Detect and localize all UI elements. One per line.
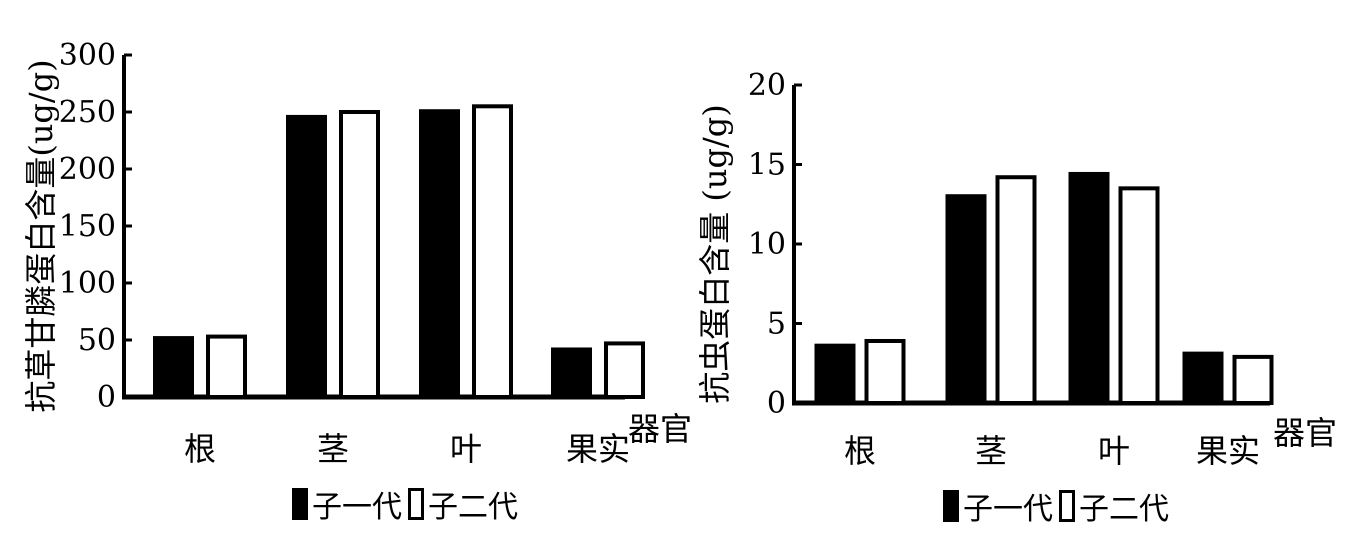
y-tick-label: 50 bbox=[78, 323, 116, 358]
y-tick-label: 5 bbox=[767, 307, 786, 342]
bar-f2 bbox=[864, 338, 906, 405]
bar-f2 bbox=[995, 175, 1037, 405]
legend-right: 子一代 子二代 bbox=[943, 484, 1175, 528]
x-axis-title: 器官 bbox=[628, 410, 692, 448]
bar-f1 bbox=[419, 109, 460, 398]
x-category-label: 茎 bbox=[317, 430, 349, 468]
y-tick-label: 10 bbox=[748, 227, 786, 262]
legend-label-f2: 子二代 bbox=[1079, 492, 1169, 527]
y-axis-title: 抗虫蛋白含量 (ug/g) bbox=[696, 104, 734, 404]
y-tick-label: 300 bbox=[59, 38, 116, 73]
legend-swatch-solid bbox=[292, 488, 308, 520]
chart-insect-resistance: 0 5 10 15 20 抗虫蛋白含量 (ug/g) 根 茎 叶 果实 器官 bbox=[696, 68, 1337, 470]
y-tick-label: 100 bbox=[59, 266, 116, 301]
y-tick-label: 250 bbox=[59, 95, 116, 130]
x-category-label: 叶 bbox=[450, 430, 482, 468]
x-category-label: 果实 bbox=[566, 430, 630, 468]
bar-f2 bbox=[206, 334, 247, 399]
x-category-label: 根 bbox=[184, 430, 216, 468]
legend-label-f1: 子一代 bbox=[312, 490, 402, 525]
bar-f2 bbox=[472, 104, 513, 400]
bar-f2 bbox=[1118, 186, 1160, 405]
legend-entry-f1: 子一代 bbox=[292, 482, 402, 526]
y-tick-label: 150 bbox=[59, 209, 116, 244]
bar-f1 bbox=[153, 336, 194, 398]
legend-entry-f2: 子二代 bbox=[408, 482, 518, 526]
bar-f2 bbox=[1232, 354, 1274, 406]
y-tick-label: 20 bbox=[748, 68, 786, 103]
bar-f1 bbox=[286, 114, 327, 398]
y-tick-label: 0 bbox=[767, 386, 786, 421]
bar-f1 bbox=[1182, 351, 1224, 404]
legend-swatch-solid bbox=[943, 490, 959, 522]
legend-entry-f2: 子二代 bbox=[1059, 484, 1169, 528]
x-category-label: 果实 bbox=[1196, 432, 1260, 470]
bar-f2 bbox=[339, 110, 380, 399]
legend-label-f2: 子二代 bbox=[428, 490, 518, 525]
bar-f1 bbox=[814, 343, 856, 404]
legend-left: 子一代 子二代 bbox=[292, 482, 524, 526]
legend-entry-f1: 子一代 bbox=[943, 484, 1053, 528]
y-tick-label: 200 bbox=[59, 152, 116, 187]
legend-swatch-hollow bbox=[1059, 490, 1075, 522]
bar-f1 bbox=[945, 194, 987, 404]
bar-f1 bbox=[551, 347, 592, 398]
x-category-label: 茎 bbox=[975, 432, 1007, 470]
legend-swatch-hollow bbox=[408, 488, 424, 520]
y-tick-label: 15 bbox=[748, 148, 786, 183]
x-axis-title: 器官 bbox=[1273, 414, 1337, 452]
x-category-label: 叶 bbox=[1098, 432, 1130, 470]
y-tick-label: 0 bbox=[97, 380, 116, 415]
legend-label-f1: 子一代 bbox=[963, 492, 1053, 527]
y-axis-title: 抗草甘膦蛋白含量(ug/g) bbox=[22, 59, 60, 412]
x-category-label: 根 bbox=[844, 432, 876, 470]
bar-f2 bbox=[604, 341, 645, 400]
bar-f1 bbox=[1068, 171, 1110, 404]
